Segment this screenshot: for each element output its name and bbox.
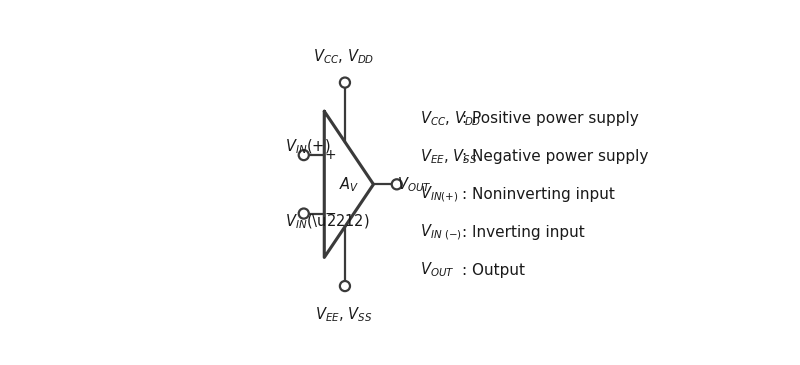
Circle shape bbox=[392, 179, 402, 189]
Text: $A_V$: $A_V$ bbox=[338, 175, 359, 194]
Text: $V_{EE}$, $V_{SS}$: $V_{EE}$, $V_{SS}$ bbox=[315, 306, 373, 324]
Text: : Negative power supply: : Negative power supply bbox=[462, 149, 648, 164]
Text: $V_{OUT}$: $V_{OUT}$ bbox=[420, 261, 454, 279]
Text: $V_{CC}$, $V_{DD}$: $V_{CC}$, $V_{DD}$ bbox=[420, 109, 481, 128]
Text: $V_{OUT}$: $V_{OUT}$ bbox=[398, 175, 432, 194]
Circle shape bbox=[340, 281, 350, 291]
Text: $V_{IN\ (-)}$: $V_{IN\ (-)}$ bbox=[420, 222, 462, 242]
Circle shape bbox=[340, 77, 350, 88]
Circle shape bbox=[298, 150, 309, 160]
Text: −: − bbox=[325, 207, 336, 220]
Text: +: + bbox=[325, 148, 336, 162]
Text: $V_{CC}$, $V_{DD}$: $V_{CC}$, $V_{DD}$ bbox=[314, 47, 374, 66]
Text: $V_{IN}$(\u2212): $V_{IN}$(\u2212) bbox=[285, 213, 370, 231]
Text: $V_{IN(+)}$: $V_{IN(+)}$ bbox=[420, 184, 458, 204]
Circle shape bbox=[298, 208, 309, 219]
Text: : Noninverting input: : Noninverting input bbox=[462, 187, 615, 201]
Text: $V_{IN}$(+): $V_{IN}$(+) bbox=[285, 137, 330, 155]
Text: : Inverting input: : Inverting input bbox=[462, 224, 585, 239]
Text: : Positive power supply: : Positive power supply bbox=[462, 111, 638, 126]
Text: $V_{EE}$, $V_{SS}$: $V_{EE}$, $V_{SS}$ bbox=[420, 147, 478, 166]
Text: : Output: : Output bbox=[462, 262, 525, 277]
